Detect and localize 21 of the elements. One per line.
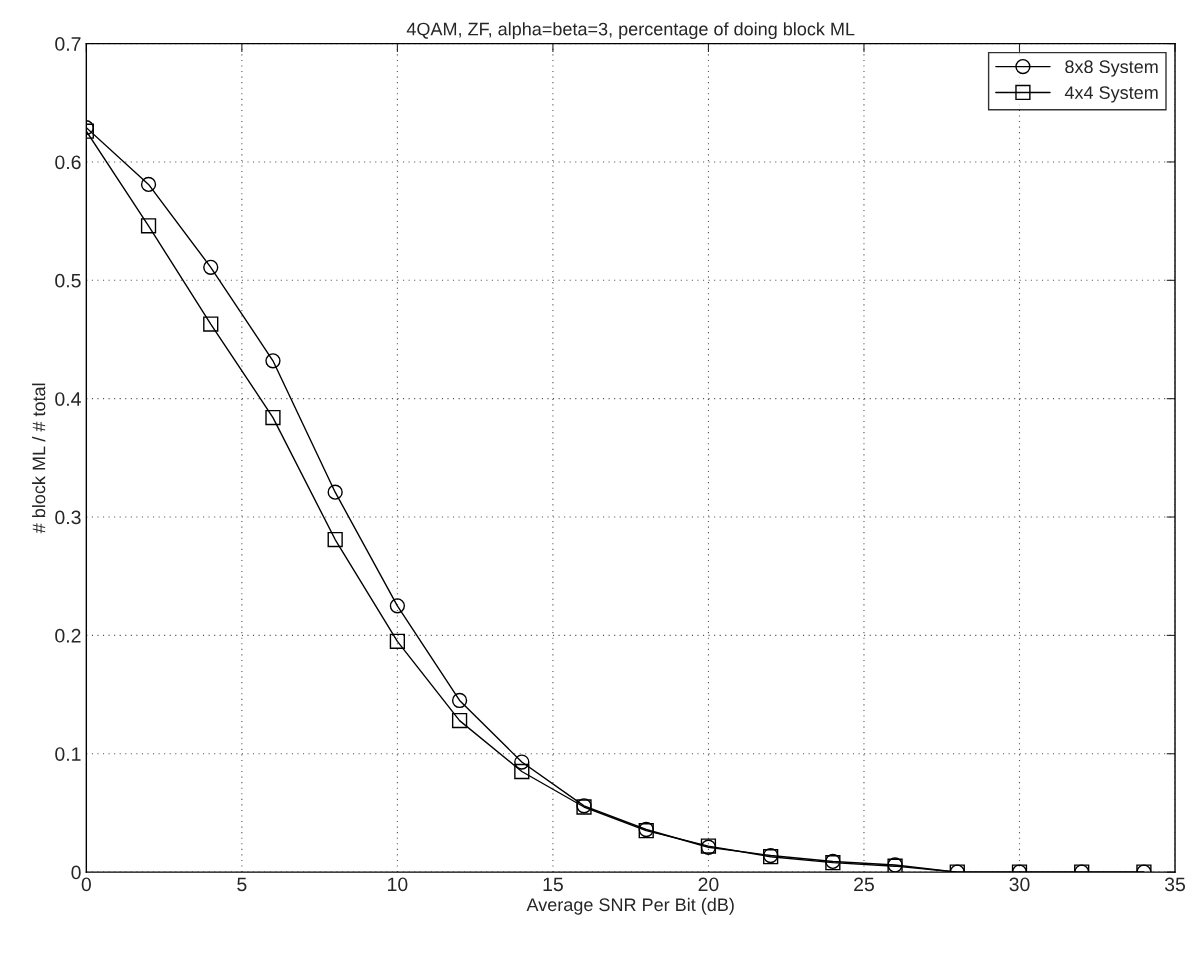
x-tick-label: 10: [388, 877, 408, 892]
y-tick-label: 0.7: [55, 37, 81, 51]
y-tick-label: 0.4: [55, 392, 81, 406]
y-tick-label: 0.5: [55, 273, 81, 288]
x-axis-title: Average SNR Per Bit (dB): [526, 897, 734, 915]
x-tick-label: 15: [543, 877, 563, 892]
y-axis-title: # block ML / # total: [32, 383, 46, 534]
y-tick-label: 0.2: [55, 628, 81, 643]
x-tick-label: 20: [698, 877, 719, 892]
chart-title: 4QAM, ZF, alpha=beta=3, percentage of doing block ML: [406, 22, 855, 40]
x-tick-label: 25: [854, 877, 874, 892]
x-tick-label: 5: [237, 877, 247, 892]
y-tick-label: 0.6: [55, 155, 81, 170]
y-tick-label: 0: [71, 865, 81, 880]
x-tick-label: 30: [1009, 877, 1030, 892]
y-tick-label: 0.1: [55, 747, 81, 761]
x-tick-label: 35: [1164, 877, 1186, 892]
legend-label: 8x8 System: [1065, 60, 1158, 77]
y-tick-label: 0.3: [55, 510, 81, 525]
x-tick-label: 0: [81, 877, 91, 892]
legend-label: 4x4 System: [1064, 86, 1158, 103]
